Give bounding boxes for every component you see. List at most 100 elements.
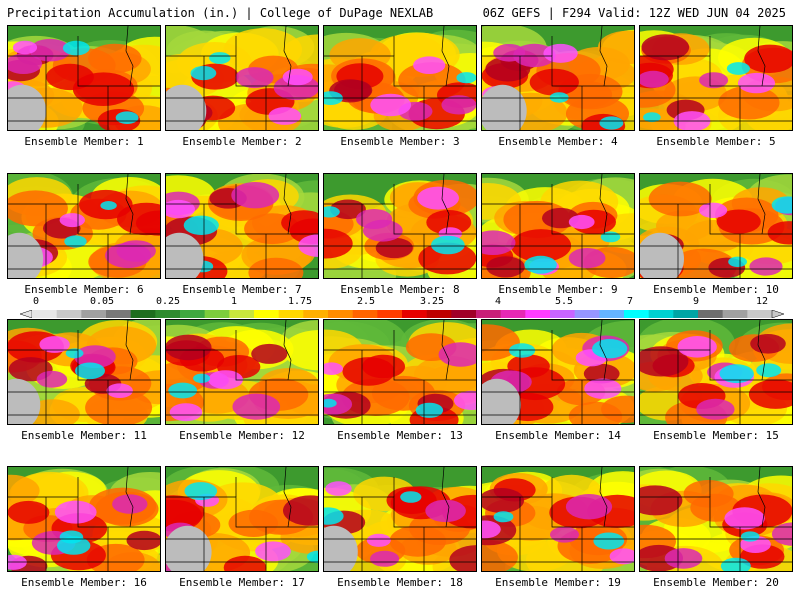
colorbar-segment: [130, 310, 156, 318]
colorbar-segment: [451, 310, 477, 318]
ensemble-member-map: [481, 466, 635, 572]
colorbar-segment: [303, 310, 329, 318]
ensemble-member-map: [7, 466, 161, 572]
ensemble-member-map: [481, 25, 635, 131]
ensemble-member-label: Ensemble Member: 10: [653, 283, 779, 296]
colorbar-segment: [722, 310, 748, 318]
colorbar-segment: [476, 310, 501, 318]
colorbar-tick-label: 4: [494, 296, 502, 307]
precip-field: [8, 26, 160, 130]
colorbar-segment: [229, 310, 255, 318]
precip-field: [324, 467, 476, 571]
precip-field: [482, 174, 634, 278]
ensemble-member-label: Ensemble Member: 3: [340, 135, 460, 148]
precip-field: [640, 174, 792, 278]
colorbar-segment: [155, 310, 181, 318]
precip-field: [482, 320, 634, 424]
colorbar-segment: [599, 310, 625, 318]
ensemble-member-label: Ensemble Member: 9: [498, 283, 618, 296]
precip-field: [166, 320, 318, 424]
ensemble-member-map: [7, 319, 161, 425]
colorbar-segment: [525, 310, 551, 318]
ensemble-member-map: [7, 25, 161, 131]
precip-field: [166, 467, 318, 571]
ensemble-member-label: Ensemble Member: 13: [337, 429, 463, 442]
colorbar-tick-label: 12: [755, 296, 769, 307]
ensemble-member-label: Ensemble Member: 16: [21, 576, 147, 589]
precip-field: [8, 174, 160, 278]
ensemble-member-label: Ensemble Member: 8: [340, 283, 460, 296]
colorbar-segment: [574, 310, 600, 318]
ensemble-member-label: Ensemble Member: 4: [498, 135, 618, 148]
precip-field: [640, 467, 792, 571]
colorbar-segment: [426, 310, 452, 318]
ensemble-member-label: Ensemble Member: 15: [653, 429, 779, 442]
ensemble-member-label: Ensemble Member: 11: [21, 429, 147, 442]
colorbar-segment: [624, 310, 649, 318]
ensemble-member-map: [481, 319, 635, 425]
ensemble-member-label: Ensemble Member: 6: [24, 283, 144, 296]
colorbar-segment: [673, 310, 699, 318]
precip-field: [324, 174, 476, 278]
colorbar-segment: [500, 310, 526, 318]
colorbar-segment: [402, 310, 427, 318]
colorbar-segment: [204, 310, 230, 318]
colorbar-tick-label: 9: [692, 296, 700, 307]
colorbar-segment: [747, 310, 773, 318]
precip-field: [166, 26, 318, 130]
colorbar-tick-label: 5.5: [554, 296, 574, 307]
ensemble-member-map: [323, 466, 477, 572]
ensemble-member-map: [639, 319, 793, 425]
ensemble-member-map: [165, 466, 319, 572]
model-run-info: 06Z GEFS | F294 Valid: 12Z WED JUN 04 20…: [482, 6, 786, 20]
colorbar-segment: [254, 310, 279, 318]
precip-field: [482, 26, 634, 130]
ensemble-member-label: Ensemble Member: 19: [495, 576, 621, 589]
colorbar-segment: [106, 310, 131, 318]
ensemble-member-map: [165, 25, 319, 131]
ensemble-member-map: [323, 25, 477, 131]
precip-field: [324, 26, 476, 130]
precip-field: [8, 320, 160, 424]
map-title: Precipitation Accumulation (in.) | Colle…: [7, 6, 434, 20]
colorbar-segment: [56, 310, 82, 318]
colorbar-segment: [352, 310, 378, 318]
colorbar-tick-label: 2.5: [356, 296, 376, 307]
ensemble-member-label: Ensemble Member: 18: [337, 576, 463, 589]
colorbar-tick-label: 1: [230, 296, 238, 307]
ensemble-member-map: [481, 173, 635, 279]
colorbar-tick-label: 0.25: [155, 296, 181, 307]
ensemble-member-map: [639, 25, 793, 131]
colorbar-tick-label: 7: [626, 296, 634, 307]
ensemble-member-label: Ensemble Member: 5: [656, 135, 776, 148]
colorbar-tick-label: 0.05: [89, 296, 115, 307]
ensemble-member-map: [323, 319, 477, 425]
colorbar-tick-label: 3.25: [419, 296, 445, 307]
colorbar-segment: [648, 310, 674, 318]
colorbar-segment: [32, 310, 57, 318]
ensemble-member-label: Ensemble Member: 12: [179, 429, 305, 442]
colorbar-segment: [377, 310, 403, 318]
colorbar-tick-label: 1.75: [287, 296, 313, 307]
ensemble-member-map: [323, 173, 477, 279]
ensemble-member-label: Ensemble Member: 2: [182, 135, 302, 148]
colorbar-segment: [81, 310, 107, 318]
precip-field: [482, 467, 634, 571]
ensemble-member-map: [639, 466, 793, 572]
ensemble-member-label: Ensemble Member: 7: [182, 283, 302, 296]
colorbar-segment: [328, 310, 353, 318]
colorbar-segment: [180, 310, 205, 318]
colorbar-min-arrow: [20, 310, 33, 318]
ensemble-member-label: Ensemble Member: 1: [24, 135, 144, 148]
colorbar-tick-label: 0: [32, 296, 40, 307]
colorbar-segment: [550, 310, 575, 318]
precipitation-colorbar: [20, 310, 784, 318]
precip-field: [640, 26, 792, 130]
ensemble-member-map: [165, 319, 319, 425]
ensemble-member-map: [165, 173, 319, 279]
precip-field: [324, 320, 476, 424]
precip-field: [8, 467, 160, 571]
colorbar-segment: [278, 310, 304, 318]
colorbar-segment: [698, 310, 723, 318]
ensemble-member-map: [7, 173, 161, 279]
